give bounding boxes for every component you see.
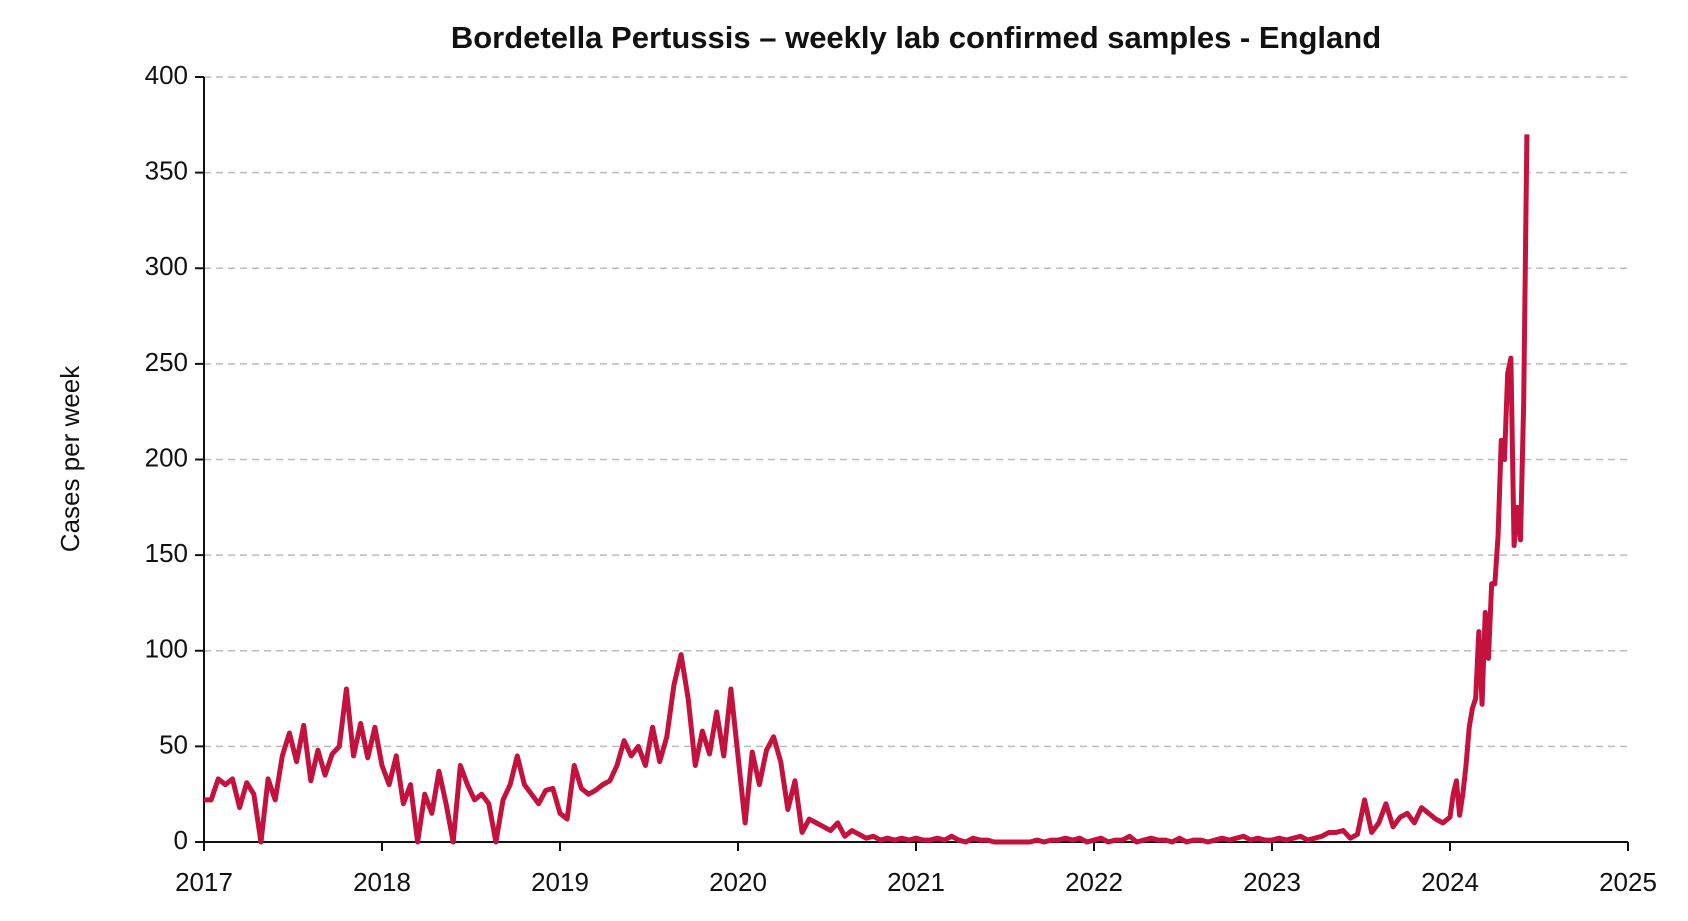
x-tick-label: 2024 — [1421, 867, 1479, 897]
x-tick-label: 2025 — [1599, 867, 1657, 897]
y-tick-label: 250 — [145, 347, 188, 377]
x-tick-label: 2017 — [175, 867, 233, 897]
x-tick-label: 2023 — [1243, 867, 1301, 897]
data-line — [204, 134, 1530, 845]
x-tick-label: 2019 — [531, 867, 589, 897]
y-axis-label: Cases per week — [55, 365, 85, 552]
chart-title: Bordetella Pertussis – weekly lab confir… — [451, 20, 1381, 55]
x-tick-label: 2021 — [887, 867, 945, 897]
x-tick-label: 2018 — [353, 867, 411, 897]
x-tick-label: 2022 — [1065, 867, 1123, 897]
y-tick-label: 350 — [145, 156, 188, 186]
y-tick-label: 200 — [145, 442, 188, 472]
y-tick-label: 300 — [145, 251, 188, 281]
y-tick-label: 100 — [145, 634, 188, 664]
y-tick-label: 400 — [145, 60, 188, 90]
y-tick-label: 0 — [174, 825, 188, 855]
y-tick-label: 150 — [145, 538, 188, 568]
y-tick-label: 50 — [159, 729, 188, 759]
x-tick-label: 2020 — [709, 867, 767, 897]
